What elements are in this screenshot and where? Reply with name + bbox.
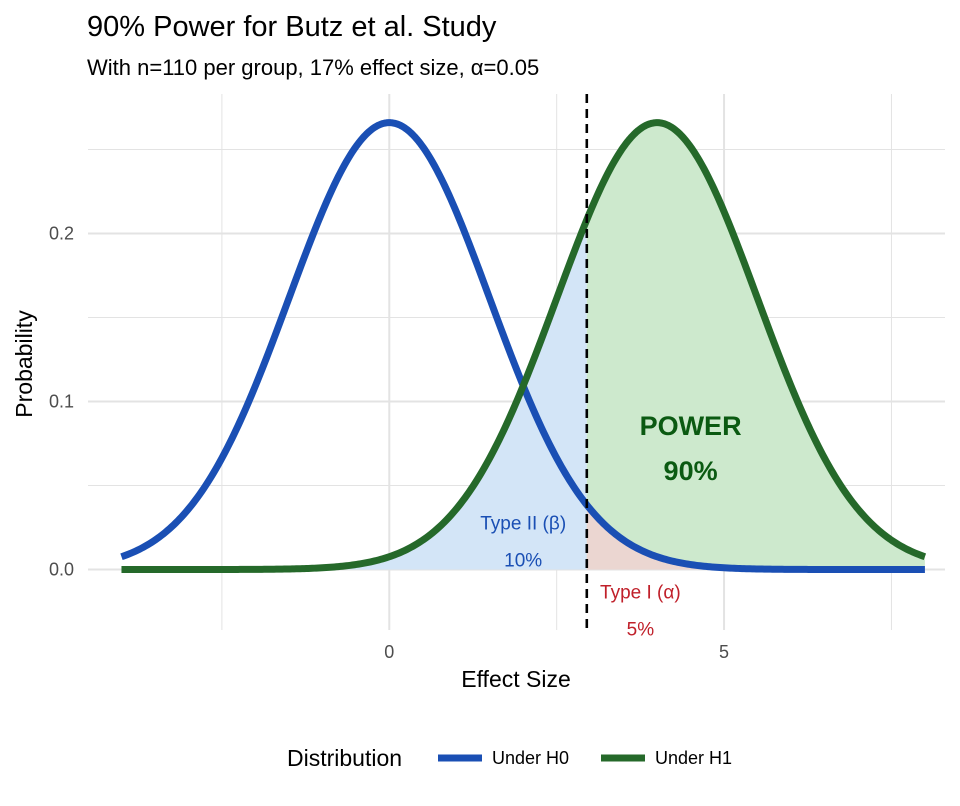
legend-title: Distribution [287,745,402,771]
legend-label-under-h1: Under H1 [655,748,732,768]
plot-area: 0.0 0.1 0.2 0 5 POWER 90% Type II (β) 10% Type I … [49,94,945,662]
x-axis-title: Effect Size [461,666,571,692]
y-tick-label: 0.2 [49,223,74,243]
type1-label-line-1: Type I (α) [600,582,681,603]
curve-under-h1 [119,119,927,574]
chart-title: 90% Power for Butz et al. Study [87,11,497,43]
x-tick-label: 0 [384,642,394,662]
type2-label-line-1: Type II (β) [480,513,566,534]
y-tick-label: 0.1 [49,391,74,411]
shaded-region-type-ii [121,219,587,570]
x-tick-label: 5 [719,642,729,662]
power-label-line-2: 90% [664,456,718,486]
type1-label-line-2: 5% [627,619,655,640]
chart-subtitle: With n=110 per group, 17% effect size, α… [87,55,539,80]
type2-label-line-2: 10% [504,550,542,571]
y-axis-title: Probability [11,310,37,418]
y-tick-label: 0.0 [49,560,74,580]
legend-label-under-h0: Under H0 [492,748,569,768]
shaded-region-type-i [586,504,925,570]
shaded-region-power [586,122,925,570]
legend: Distribution Under H0 Under H1 [287,745,732,771]
power-label-line-1: POWER [640,411,742,441]
